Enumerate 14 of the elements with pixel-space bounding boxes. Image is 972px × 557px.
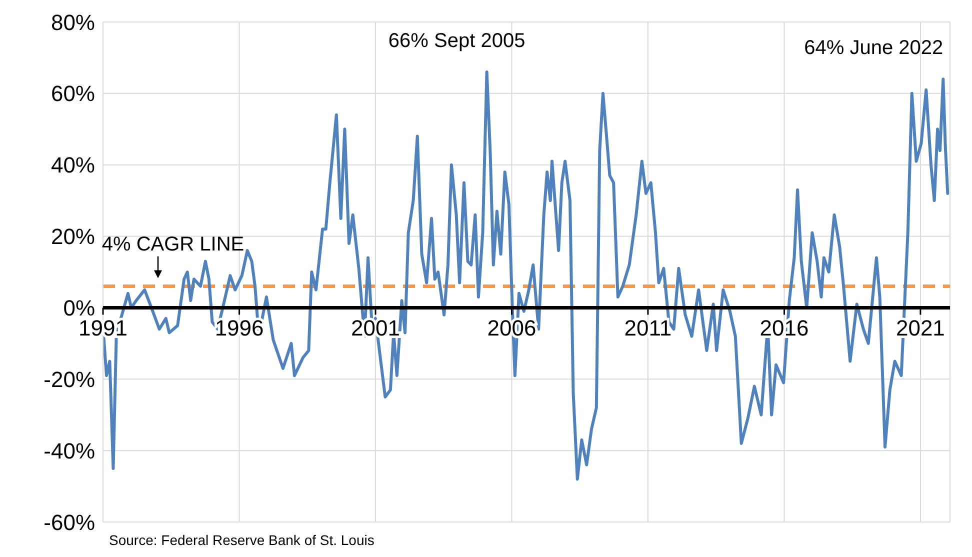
y-tick-label: -40% xyxy=(44,438,95,464)
y-tick-label: 20% xyxy=(50,224,95,250)
y-tick-label: 60% xyxy=(50,81,95,106)
y-tick-label: 0% xyxy=(63,296,95,321)
annotation: 66% Sept 2005 xyxy=(388,30,526,52)
x-tick-label: 2011 xyxy=(624,316,672,341)
y-tick-label: 40% xyxy=(50,152,95,178)
y-tick-label: 80% xyxy=(50,10,95,35)
y-tick-label: -20% xyxy=(44,366,95,392)
annotation: 64% June 2022 xyxy=(804,37,944,60)
ref-line-label: 4% CAGR LINE xyxy=(102,233,244,256)
y-tick-label: -60% xyxy=(44,510,95,535)
x-tick-label: 1996 xyxy=(214,316,264,341)
source-note: Source: Federal Reserve Bank of St. Louis xyxy=(109,532,374,548)
